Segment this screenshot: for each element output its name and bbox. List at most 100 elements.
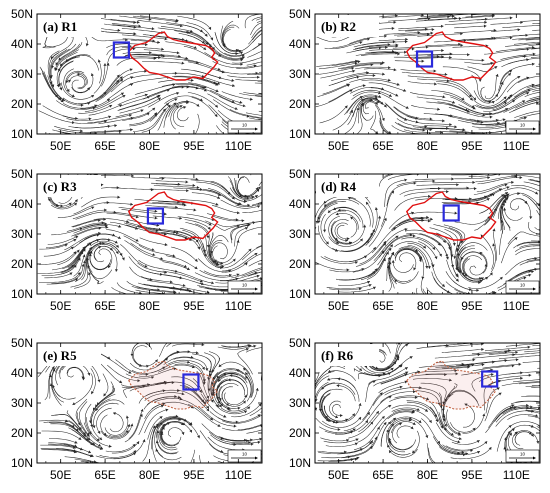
streamline-arrowhead <box>235 52 239 56</box>
streamline <box>384 32 421 35</box>
streamline <box>388 419 412 445</box>
streamline-arrowhead <box>235 277 239 281</box>
streamline <box>66 115 112 121</box>
streamline <box>336 385 356 402</box>
streamline <box>187 403 221 427</box>
streamline <box>118 94 161 111</box>
streamline-arrowhead <box>287 24 290 27</box>
streamline-arrowhead <box>531 83 535 87</box>
streamline-arrowhead <box>451 14 455 18</box>
streamline <box>138 282 183 290</box>
streamline <box>143 49 180 54</box>
streamline <box>417 78 450 82</box>
streamline-arrowhead <box>442 401 446 405</box>
streamline <box>83 224 122 229</box>
streamline-arrowhead <box>363 255 367 259</box>
streamline <box>210 180 248 202</box>
streamline <box>246 429 262 434</box>
streamline <box>210 434 237 445</box>
streamline <box>426 101 470 113</box>
streamline-arrowhead <box>279 58 282 61</box>
streamline-arrowhead <box>190 78 194 82</box>
streamline-arrowhead <box>499 276 503 280</box>
streamline <box>102 242 125 261</box>
streamline-arrowhead <box>520 21 523 24</box>
streamline <box>328 85 366 103</box>
streamline <box>400 343 412 351</box>
streamline <box>88 104 123 116</box>
streamline <box>344 95 363 115</box>
streamline-arrowhead <box>272 63 275 66</box>
streamline-arrowhead <box>245 375 249 379</box>
streamline <box>515 248 540 256</box>
streamline <box>435 422 461 443</box>
x-tick-label: 80E <box>417 299 438 313</box>
streamline <box>237 187 259 197</box>
streamline <box>155 448 182 461</box>
streamline <box>394 32 434 36</box>
streamline-arrowhead <box>415 120 419 124</box>
streamline <box>224 42 262 57</box>
streamline <box>171 246 198 263</box>
streamline <box>51 43 77 69</box>
streamline-arrowhead <box>210 399 214 403</box>
streamline-arrowhead <box>359 238 363 242</box>
streamline-arrowhead <box>536 441 540 444</box>
streamline-arrowhead <box>162 366 166 370</box>
streamline <box>515 400 540 403</box>
streamline-arrowhead <box>417 170 420 173</box>
streamline-arrowhead <box>447 15 450 19</box>
streamline <box>129 107 156 119</box>
streamline-arrowhead <box>449 56 452 60</box>
streamline <box>347 98 365 125</box>
streamline <box>208 188 242 205</box>
streamline-arrowhead <box>236 273 240 277</box>
streamline <box>338 270 376 281</box>
streamline <box>355 62 385 65</box>
streamline-arrowhead <box>430 217 433 221</box>
streamline <box>256 18 262 21</box>
streamline <box>171 270 215 284</box>
streamline-arrowhead <box>391 252 394 255</box>
streamline <box>502 200 511 231</box>
streamline <box>217 379 245 391</box>
streamline <box>332 207 364 228</box>
streamline-arrowhead <box>404 367 408 370</box>
streamline-arrowhead <box>523 116 527 120</box>
streamline-arrowhead <box>381 118 385 121</box>
streamline <box>38 419 68 423</box>
streamline <box>406 233 441 246</box>
streamline-arrowhead <box>207 377 211 380</box>
streamline <box>452 280 480 291</box>
streamline <box>174 76 219 86</box>
streamline <box>465 14 495 18</box>
streamline <box>261 446 262 447</box>
streamline <box>485 406 513 433</box>
streamline <box>473 90 495 104</box>
streamline-arrowhead <box>127 424 131 427</box>
reference-vector-head <box>255 127 258 131</box>
streamline-arrowhead <box>164 357 168 361</box>
streamline-arrowhead <box>71 94 75 97</box>
streamline-arrowhead <box>526 47 530 51</box>
streamline-arrowhead <box>87 251 91 255</box>
streamline-arrowhead <box>434 82 437 86</box>
streamline-arrowhead <box>212 376 216 380</box>
streamline <box>150 86 185 96</box>
streamline-arrowhead <box>80 103 84 107</box>
streamline <box>192 378 209 403</box>
streamline-arrowhead <box>259 424 262 428</box>
streamline <box>138 390 166 404</box>
streamline-arrowhead <box>522 100 526 104</box>
streamline-arrowhead <box>504 183 508 187</box>
streamline <box>382 343 409 371</box>
streamline-arrowhead <box>352 69 356 73</box>
streamline <box>57 206 95 218</box>
streamline <box>406 400 437 418</box>
streamline-arrowhead <box>133 25 137 29</box>
streamline <box>167 359 205 371</box>
streamline <box>118 207 158 212</box>
streamline <box>442 364 485 369</box>
streamline-arrowhead <box>378 215 382 219</box>
